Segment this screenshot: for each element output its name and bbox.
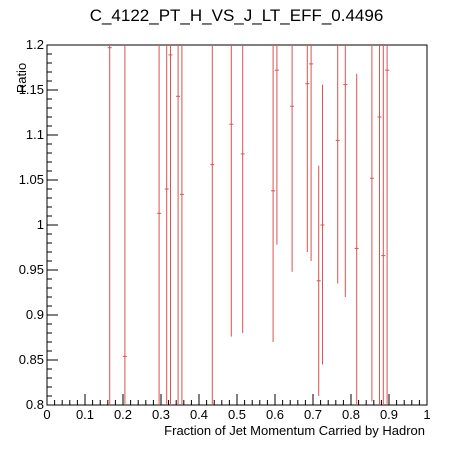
data-point	[210, 45, 215, 405]
data-point	[274, 45, 279, 245]
y-tick-label: 0.8	[26, 397, 44, 412]
x-tick-label: 0.7	[304, 407, 322, 422]
data-point	[316, 165, 321, 396]
data-point	[179, 45, 184, 405]
data-point	[305, 45, 310, 252]
y-axis-label: Ratio	[14, 63, 29, 93]
y-tick-label: 1.1	[26, 127, 44, 142]
x-tick-label: 1	[423, 407, 430, 422]
y-tick-label: 1.05	[19, 172, 44, 187]
y-tick-label: 1.2	[26, 37, 44, 52]
plot-frame	[46, 44, 428, 406]
data-point	[369, 45, 374, 402]
data-point	[229, 45, 234, 337]
y-tick-label: 1	[37, 217, 44, 232]
x-tick-label: 0.5	[228, 407, 246, 422]
data-point	[320, 84, 325, 365]
data-point	[240, 45, 245, 333]
x-tick-label: 0.8	[342, 407, 360, 422]
data-point	[168, 45, 173, 405]
data-point	[122, 45, 127, 405]
y-tick-label: 0.9	[26, 307, 44, 322]
data-point	[381, 45, 386, 405]
x-tick-label: 0.9	[380, 407, 398, 422]
data-point	[290, 45, 295, 272]
y-tick-label: 0.85	[19, 352, 44, 367]
x-tick-label: 0	[43, 407, 50, 422]
axis-tick-labels: 0 0.1 0.2 0.3 0.4 0.5 0.6 0.7 0.8 0.9 1 0.8 0.85 0.9 0…	[19, 37, 431, 422]
x-tick-label: 0.2	[114, 407, 132, 422]
axis-ticks	[46, 44, 428, 406]
data-point	[377, 45, 382, 405]
chart-title: C_4122_PT_H_VS_J_LT_EFF_0.4496	[89, 6, 384, 25]
data-point	[176, 45, 181, 405]
x-tick-label: 0.4	[190, 407, 208, 422]
x-tick-label: 0.1	[76, 407, 94, 422]
data-point	[164, 45, 169, 405]
data-point	[107, 45, 112, 405]
y-tick-label: 0.95	[19, 262, 44, 277]
data-point	[385, 45, 390, 405]
x-tick-label: 0.6	[266, 407, 284, 422]
data-point	[335, 45, 340, 284]
x-tick-label: 0.3	[152, 407, 170, 422]
x-axis-label: Fraction of Jet Momentum Carried by Hadr…	[164, 423, 425, 438]
data-point	[271, 45, 276, 342]
data-points	[107, 45, 390, 405]
data-point	[157, 45, 162, 405]
data-point	[354, 73, 359, 405]
data-point	[309, 45, 314, 261]
y-tick-label: 1.15	[19, 82, 44, 97]
data-point	[343, 45, 348, 297]
